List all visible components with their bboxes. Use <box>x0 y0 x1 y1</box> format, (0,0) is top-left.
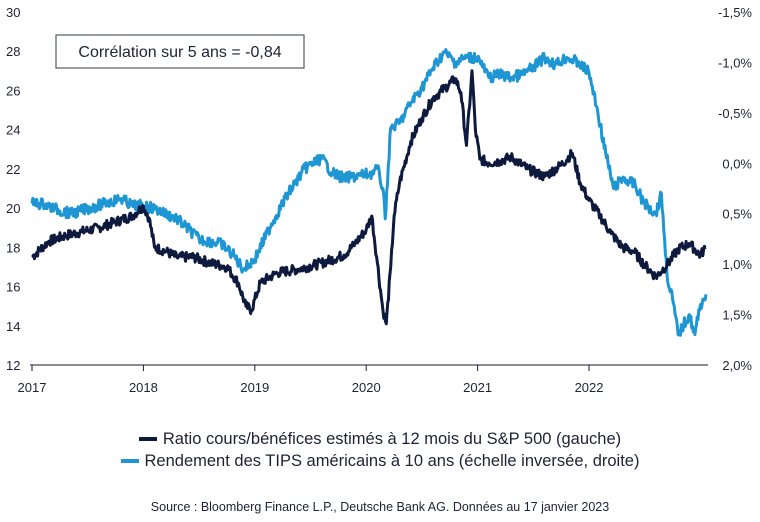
right-tick-label: -0,5% <box>718 106 752 121</box>
series-line-tips-yield <box>30 48 708 337</box>
x-tick-label: 2018 <box>129 380 158 395</box>
legend-swatch-pe-ratio <box>138 437 157 441</box>
right-axis-ticks: -1,5% -1,0% -0,5% 0,0% 0,5% 1,0% 1,5% 2,0% <box>718 5 752 373</box>
legend-swatch-tips-yield <box>120 459 139 463</box>
right-tick-label: -1,5% <box>718 5 752 20</box>
left-tick-label: 16 <box>6 280 20 295</box>
left-tick-label: 12 <box>6 358 20 373</box>
left-tick-label: 18 <box>6 240 20 255</box>
x-tick-label: 2021 <box>463 380 492 395</box>
legend-item-pe-ratio: Ratio cours/bénéfices estimés à 12 mois … <box>0 428 760 450</box>
legend-label-tips-yield: Rendement des TIPS américains à 10 ans (… <box>144 451 640 470</box>
right-tick-label: 1,5% <box>722 308 752 323</box>
x-axis-ticks: 2017 2018 2019 2020 2021 2022 <box>18 365 604 395</box>
legend: Ratio cours/bénéfices estimés à 12 mois … <box>0 428 760 472</box>
legend-item-tips-yield: Rendement des TIPS américains à 10 ans (… <box>0 450 760 472</box>
right-tick-label: 0,5% <box>722 207 752 222</box>
right-tick-label: 2,0% <box>722 358 752 373</box>
x-tick-label: 2022 <box>575 380 604 395</box>
left-tick-label: 14 <box>6 319 20 334</box>
left-tick-label: 30 <box>6 5 20 20</box>
left-tick-label: 24 <box>6 123 20 138</box>
left-axis-ticks: 30 28 26 24 22 20 18 16 14 12 <box>6 5 20 373</box>
correlation-annotation: Corrélation sur 5 ans = -0,84 <box>55 34 305 69</box>
x-tick-label: 2017 <box>18 380 47 395</box>
annotation-box <box>55 34 305 69</box>
left-tick-label: 22 <box>6 162 20 177</box>
right-tick-label: 0,0% <box>722 156 752 171</box>
x-tick-label: 2019 <box>240 380 269 395</box>
right-tick-label: 1,0% <box>722 257 752 272</box>
source-note: Source : Bloomberg Finance L.P., Deutsch… <box>150 500 610 514</box>
left-tick-label: 20 <box>6 201 20 216</box>
right-tick-label: -1,0% <box>718 55 752 70</box>
series-line-pe-ratio <box>31 69 707 326</box>
annotation-text: Corrélation sur 5 ans = -0,84 <box>78 44 281 61</box>
left-tick-label: 26 <box>6 83 20 98</box>
x-tick-label: 2020 <box>352 380 381 395</box>
legend-label-pe-ratio: Ratio cours/bénéfices estimés à 12 mois … <box>162 429 622 448</box>
left-tick-label: 28 <box>6 44 20 59</box>
